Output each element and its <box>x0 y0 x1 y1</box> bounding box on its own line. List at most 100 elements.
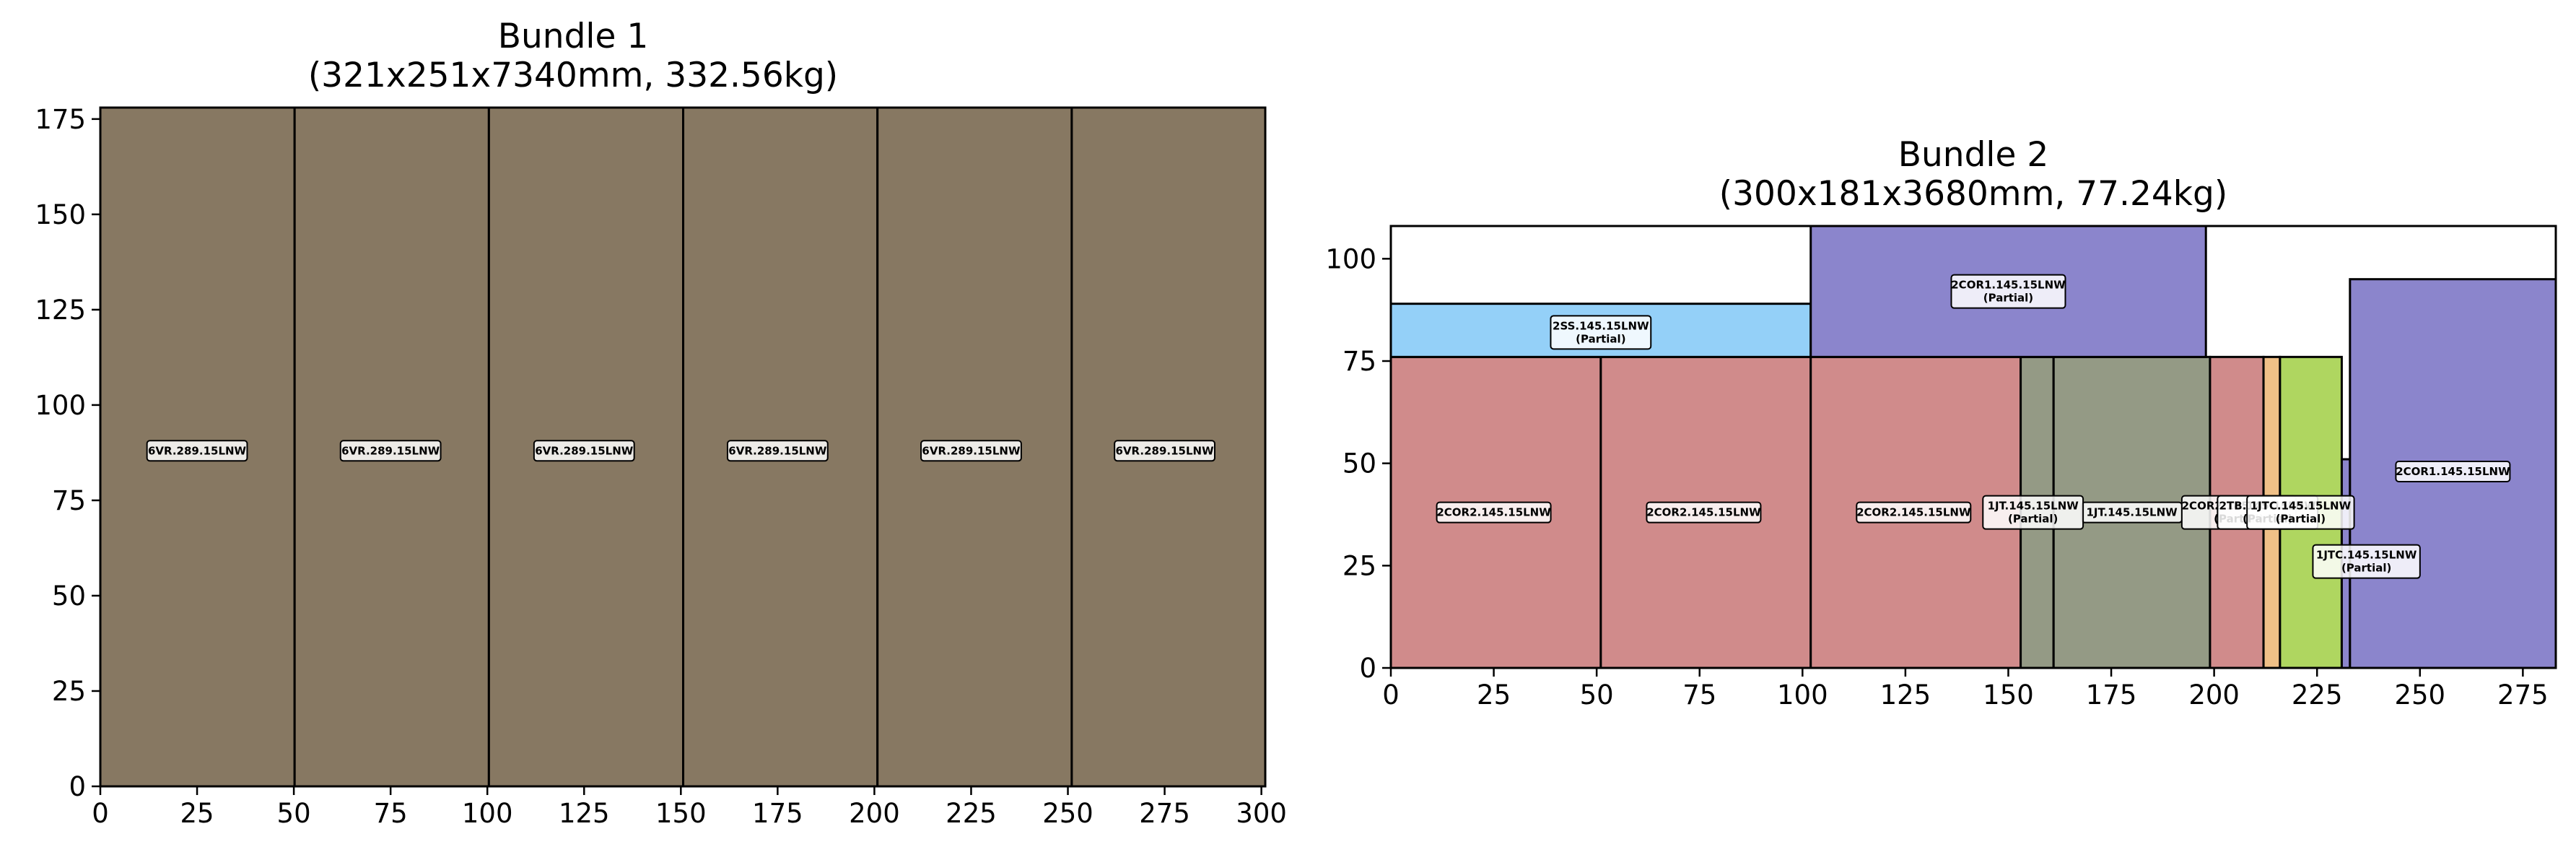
x-tick-label-225: 225 <box>946 798 997 829</box>
piece-label-box <box>2246 495 2355 530</box>
x-tick-label-0: 0 <box>92 798 109 829</box>
piece-label-1-4: 6VR.289.15LNW <box>726 440 829 462</box>
piece-label-name: 2COR1.145.15LNW <box>1951 279 2066 292</box>
piece-label-box <box>533 440 635 462</box>
bundle-1-axes: 0 25 50 75 100 125 150 175 200 225 250 275 300 0 25 50 7… <box>35 104 1287 829</box>
piece-label-partial: (Partial) <box>1576 332 1625 345</box>
piece-label-box <box>920 440 1022 462</box>
y-tick-label-75: 75 <box>52 485 86 516</box>
bundle-2-piece-labels: 2COR2.145.15LNW 2COR2.145.15LNW 2COR2.145.… <box>1436 274 2511 579</box>
bundle-2-chart: Bundle 2 (300x181x3680mm, 77.24kg) 2COR2… <box>1325 135 2557 711</box>
x-tick-label-250: 250 <box>1042 798 1093 829</box>
x-tick-label-275: 275 <box>1139 798 1190 829</box>
piece-label-name: 2COR2.145.15LNW <box>1436 506 1551 519</box>
piece-label-name: 6VR.289.15LNW <box>148 444 247 457</box>
x-tick-label-225: 225 <box>2292 679 2343 711</box>
x-tick-label-175: 175 <box>752 798 803 829</box>
piece-label-2-12: 2COR1.145.15LNW(Partial) <box>1950 274 2066 309</box>
piece-label-box <box>1436 501 1552 524</box>
piece-label-2-11: 2SS.145.15LNW(Partial) <box>1550 315 1652 350</box>
x-tick-label-50: 50 <box>277 798 311 829</box>
piece-label-name: 6VR.289.15LNW <box>535 444 634 457</box>
piece-label-1-3: 6VR.289.15LNW <box>533 440 635 462</box>
bundle-1-pieces <box>99 106 1267 788</box>
y-tick-label-100: 100 <box>35 390 86 421</box>
plot-frame-1 <box>99 106 1267 788</box>
x-tick-label-50: 50 <box>1580 679 1614 711</box>
piece-label-box <box>339 440 442 462</box>
piece-label-1-5: 6VR.289.15LNW <box>920 440 1022 462</box>
piece-label-box <box>2312 544 2421 579</box>
piece-label-partial: (Partial) <box>2341 562 2391 575</box>
piece-label-2-4: 1JT.145.15LNW <box>2081 501 2183 524</box>
x-tick-label-175: 175 <box>2086 679 2137 711</box>
piece-label-box <box>2395 461 2511 482</box>
plot-frame-2 <box>1389 225 2557 669</box>
x-tick-label-25: 25 <box>1477 679 1511 711</box>
piece-label-box <box>1856 501 1972 524</box>
piece-label-2-5: 1JT.145.15LNW(Partial) <box>1982 495 2084 530</box>
piece-label-box <box>1950 274 2066 309</box>
piece-label-2-8: 1JTC.145.15LNW(Partial) <box>2246 495 2355 530</box>
x-tick-label-75: 75 <box>1682 679 1716 711</box>
piece-label-name: 1JTC.145.15LNW <box>2316 549 2417 562</box>
piece-label-name: 6VR.289.15LNW <box>1116 444 1215 457</box>
piece-label-1-6: 6VR.289.15LNW <box>1114 440 1215 462</box>
y-tick-label-50: 50 <box>52 581 86 612</box>
piece-label-2-10: 2COR1.145.15LNW <box>2395 461 2511 482</box>
piece-label-2-1: 2COR2.145.15LNW <box>1436 501 1552 524</box>
piece-label-name: 2COR2.145.15LNW <box>1646 506 1761 519</box>
piece-label-box <box>1114 440 1215 462</box>
x-tick-label-0: 0 <box>1382 679 1400 711</box>
piece-label-name: 1JTC.145.15LNW <box>2250 500 2352 513</box>
y-tick-label-25: 25 <box>1342 550 1376 581</box>
piece-label-name: 6VR.289.15LNW <box>728 444 827 457</box>
piece-label-box <box>146 440 248 462</box>
y-tick-label-125: 125 <box>35 295 86 326</box>
x-tick-label-250: 250 <box>2394 679 2445 711</box>
x-tick-label-200: 200 <box>849 798 900 829</box>
piece-label-name: 6VR.289.15LNW <box>341 444 440 457</box>
y-tick-label-75: 75 <box>1342 346 1376 377</box>
x-tick-label-300: 300 <box>1236 798 1287 829</box>
bundle-1-piece-labels: 6VR.289.15LNW 6VR.289.15LNW 6VR.289.15LNW 6… <box>146 440 1215 462</box>
piece-label-name: 1JT.145.15LNW <box>1988 500 2079 513</box>
x-tick-label-150: 150 <box>655 798 707 829</box>
x-tick-label-200: 200 <box>2188 679 2240 711</box>
y-tick-label-0: 0 <box>69 771 86 802</box>
piece-label-name: 2SS.145.15LNW <box>1553 319 1649 332</box>
piece-label-box <box>1982 495 2084 530</box>
bundle-1-subtitle: (321x251x7340mm, 332.56kg) <box>308 56 838 95</box>
piece-label-box <box>726 440 829 462</box>
piece-label-name: 1JT.145.15LNW <box>2086 506 2178 519</box>
bundle-1-chart: Bundle 1 (321x251x7340mm, 332.56kg) 6VR.… <box>35 17 1287 829</box>
piece-label-2-9: 1JTC.145.15LNW(Partial) <box>2312 544 2421 579</box>
piece-label-2-3: 2COR2.145.15LNW <box>1856 501 1972 524</box>
x-tick-label-75: 75 <box>374 798 408 829</box>
x-tick-label-25: 25 <box>180 798 214 829</box>
piece-label-partial: (Partial) <box>2276 513 2326 526</box>
x-tick-label-100: 100 <box>1777 679 1828 711</box>
y-tick-label-175: 175 <box>35 104 86 135</box>
x-tick-label-125: 125 <box>559 798 610 829</box>
bundle-2-axes: 0 25 50 75 100 125 150 175 200 225 250 275 0 25 50 75 10… <box>1325 225 2557 711</box>
bundle-2-title: Bundle 2 <box>1898 135 2048 175</box>
bundle-1-title: Bundle 1 <box>498 17 648 56</box>
y-tick-label-150: 150 <box>35 199 86 230</box>
y-tick-label-100: 100 <box>1325 243 1376 274</box>
piece-label-name: 2COR2.145.15LNW <box>1856 506 1971 519</box>
piece-label-name: 6VR.289.15LNW <box>922 444 1021 457</box>
x-tick-label-275: 275 <box>2497 679 2549 711</box>
y-tick-label-50: 50 <box>1342 448 1376 479</box>
piece-label-box <box>1550 315 1652 350</box>
y-tick-label-0: 0 <box>1359 653 1376 684</box>
x-tick-label-150: 150 <box>1983 679 2034 711</box>
piece-label-1-1: 6VR.289.15LNW <box>146 440 248 462</box>
piece-label-name: 2COR1.145.15LNW <box>2396 465 2510 478</box>
piece-label-box <box>1646 501 1762 524</box>
piece-label-2-2: 2COR2.145.15LNW <box>1646 501 1762 524</box>
y-tick-label-25: 25 <box>52 676 86 707</box>
piece-label-partial: (Partial) <box>2008 513 2058 526</box>
piece-label-partial: (Partial) <box>1983 292 2033 305</box>
